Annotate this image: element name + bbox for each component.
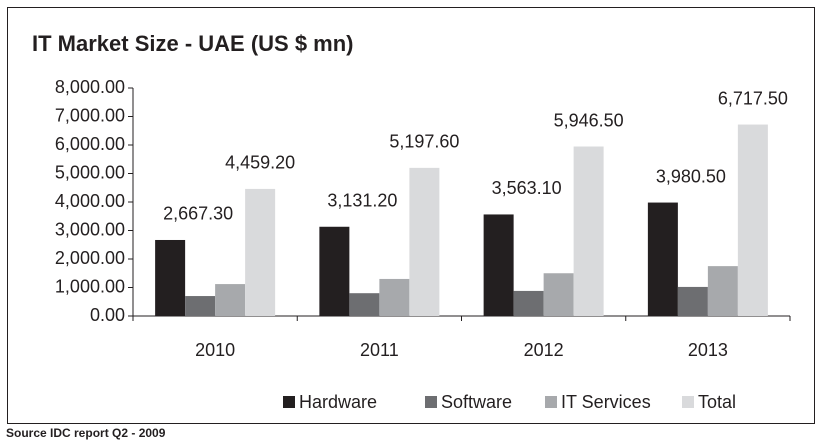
legend-swatch — [425, 396, 437, 408]
legend-label: Total — [698, 392, 736, 412]
data-label: 3,980.50 — [656, 166, 726, 186]
legend-label: Hardware — [299, 392, 377, 412]
bar — [379, 278, 410, 316]
bar — [155, 239, 186, 316]
data-label: 5,197.60 — [389, 132, 459, 152]
legend-swatch — [283, 396, 295, 408]
bar — [483, 214, 514, 316]
bar — [409, 167, 440, 316]
bar — [245, 188, 276, 316]
bar — [677, 286, 708, 316]
y-tick-label: 1,000.00 — [55, 276, 125, 296]
data-label: 3,563.10 — [492, 178, 562, 198]
bar — [513, 290, 544, 316]
bar — [349, 293, 380, 316]
legend-swatch — [545, 396, 557, 408]
legend-label: Software — [441, 392, 512, 412]
bar — [185, 296, 216, 316]
y-tick-label: 3,000.00 — [55, 219, 125, 239]
y-tick-label: 4,000.00 — [55, 191, 125, 211]
bar — [647, 202, 678, 316]
x-tick-label: 2011 — [360, 340, 399, 360]
y-tick-label: 0.00 — [90, 305, 125, 325]
source-note: Source IDC report Q2 - 2009 — [6, 426, 166, 440]
y-tick-label: 6,000.00 — [55, 134, 125, 154]
data-label: 3,131.20 — [327, 191, 397, 211]
bar — [707, 266, 738, 316]
chart-title: IT Market Size - UAE (US $ mn) — [32, 31, 354, 56]
bar — [319, 226, 350, 316]
legend-label: IT Services — [561, 392, 651, 412]
y-tick-label: 2,000.00 — [55, 248, 125, 268]
data-label: 6,717.50 — [718, 88, 788, 108]
data-label: 4,459.20 — [225, 153, 295, 173]
bar — [215, 284, 246, 316]
bar — [543, 273, 574, 316]
data-label: 2,667.30 — [163, 204, 233, 224]
y-tick-label: 8,000.00 — [55, 77, 125, 97]
legend-swatch — [682, 396, 694, 408]
x-tick-label: 2012 — [524, 340, 564, 360]
y-tick-label: 7,000.00 — [55, 105, 125, 125]
x-tick-label: 2010 — [195, 340, 235, 360]
x-tick-label: 2013 — [688, 340, 728, 360]
y-tick-label: 5,000.00 — [55, 162, 125, 182]
bar — [573, 146, 604, 316]
bar — [737, 124, 768, 317]
data-label: 5,946.50 — [554, 110, 624, 130]
